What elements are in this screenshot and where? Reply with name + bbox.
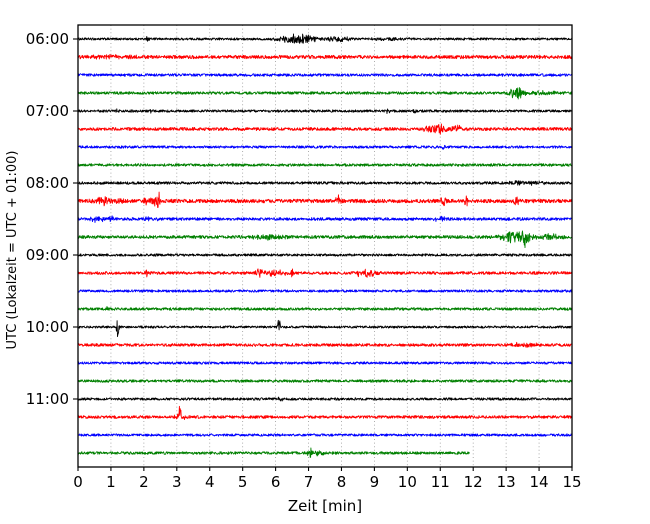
x-tick-label: 0 <box>73 473 83 491</box>
x-axis-label: Zeit [min] <box>288 497 362 515</box>
seismic-trace-1030 <box>77 361 573 365</box>
x-tick-label: 12 <box>464 473 483 491</box>
y-axis: 06:00 07:00 08:00 09:00 10:00 11:00 <box>26 30 78 408</box>
x-tick-label: 2 <box>139 473 149 491</box>
seismic-trace-0845 <box>77 230 573 249</box>
seismic-trace-0930 <box>77 289 573 293</box>
grid-layer <box>110 25 540 467</box>
x-tick-label: 11 <box>431 473 450 491</box>
trace-layer <box>77 33 573 458</box>
y-tick-label: 07:00 <box>26 102 69 120</box>
seismic-trace-0800 <box>77 180 573 186</box>
seismic-trace-0745 <box>77 163 573 167</box>
y-tick-label: 09:00 <box>26 246 69 264</box>
x-tick-label: 6 <box>271 473 281 491</box>
y-tick-label: 08:00 <box>26 174 69 192</box>
seismic-trace-0630 <box>77 73 573 77</box>
x-tick-label: 9 <box>370 473 380 491</box>
seismic-trace-0915 <box>77 268 573 278</box>
y-tick-label: 11:00 <box>26 390 69 408</box>
x-tick-label: 10 <box>398 473 417 491</box>
seismic-trace-1015 <box>77 341 572 348</box>
seismic-trace-0815 <box>77 191 573 209</box>
x-tick-label: 14 <box>530 473 549 491</box>
x-tick-label: 13 <box>497 473 516 491</box>
plot-border <box>77 24 573 468</box>
seismic-trace-0730 <box>77 144 573 150</box>
seismic-trace-0645 <box>77 87 573 100</box>
seismic-trace-0615 <box>77 53 573 60</box>
seismic-trace-0900 <box>77 253 573 257</box>
x-tick-label: 5 <box>238 473 248 491</box>
x-tick-label: 7 <box>304 473 314 491</box>
seismic-trace-0830 <box>77 215 573 223</box>
x-tick-label: 1 <box>106 473 116 491</box>
seismic-trace-1130 <box>77 433 573 437</box>
seismic-trace-1000 <box>77 319 573 338</box>
seismic-trace-0600 <box>77 33 573 44</box>
seismic-trace-1100 <box>77 396 573 402</box>
x-axis: 0 1 2 3 4 5 6 7 8 9 10 11 12 13 14 15 <box>73 467 582 491</box>
seismic-trace-1115 <box>77 405 573 421</box>
y-tick-label: 06:00 <box>26 30 69 48</box>
y-tick-label: 10:00 <box>26 318 69 336</box>
x-tick-label: 3 <box>172 473 182 491</box>
x-tick-label: 4 <box>205 473 215 491</box>
seismic-trace-0945 <box>77 306 573 311</box>
seismic-trace-0700 <box>77 108 573 115</box>
x-tick-label: 8 <box>337 473 347 491</box>
axis-layer: 0 1 2 3 4 5 6 7 8 9 10 11 12 13 14 15 06:0007:0008:0009… <box>5 24 582 515</box>
y-axis-label: UTC (Lokalzeit = UTC + 01:00) <box>5 151 20 350</box>
seismic-trace-1045 <box>77 379 573 383</box>
seismic-trace-0715 <box>77 123 573 135</box>
x-tick-label: 15 <box>562 473 581 491</box>
seismic-trace-1145 <box>77 447 470 458</box>
